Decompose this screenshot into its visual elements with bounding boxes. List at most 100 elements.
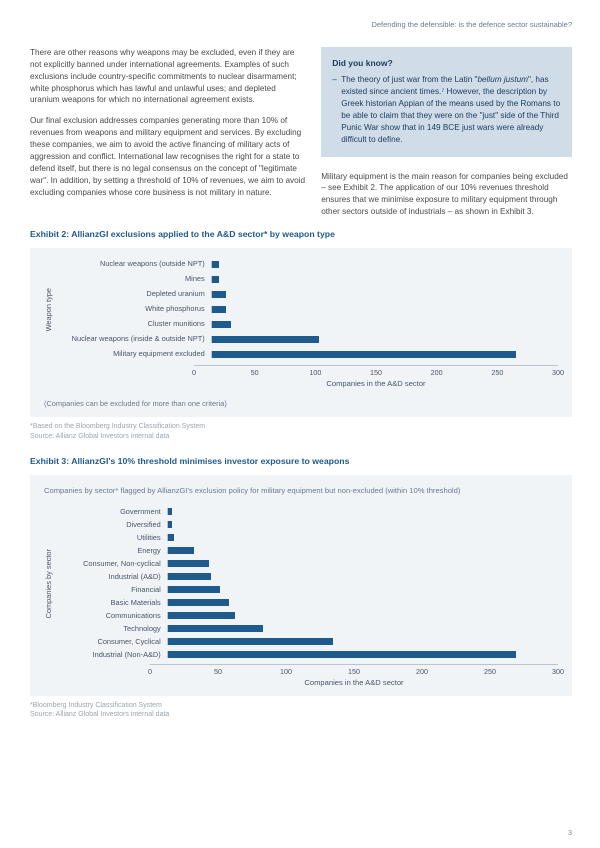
callout-item: The theory of just war from the Latin "b… [332,74,561,145]
bar-track [167,586,558,593]
bar [168,625,263,632]
x-tick: 200 [416,667,428,677]
bar-label: Consumer, Cyclical [61,637,167,648]
exhibit-2-title: Exhibit 2: AllianzGI exclusions applied … [30,228,572,241]
bar-track [167,612,558,619]
bar-track [211,336,558,343]
x-tick: 50 [214,667,222,677]
bar-label: Diversified [61,520,167,531]
x-tick: 100 [280,667,292,677]
x-tick: 200 [431,368,443,378]
exhibit-3-x-label: Companies in the A&D sector [150,677,558,688]
bar-track [167,599,558,606]
right-paragraph: Military equipment is the main reason fo… [321,171,572,219]
exhibit-2-chart: Weapon type Nuclear weapons (outside NPT… [30,248,572,418]
bar-row: Nuclear weapons (inside & outside NPT) [61,333,558,347]
bar [212,261,219,268]
bar-track [167,625,558,632]
bar [168,521,172,528]
did-you-know-callout: Did you know? The theory of just war fro… [321,47,572,157]
exhibit-3-title: Exhibit 3: AllianzGI's 10% threshold min… [30,455,572,468]
bar-label: Depleted uranium [61,289,211,300]
bar-track [211,291,558,298]
bar [212,321,232,328]
bar-label: Nuclear weapons (outside NPT) [61,259,211,270]
bar-row: Consumer, Cyclical [61,636,558,648]
right-column: Did you know? The theory of just war fro… [321,47,572,218]
exhibit-2-note: (Companies can be excluded for more than… [44,399,558,410]
bar-track [167,560,558,567]
bar-row: Industrial (Non-A&D) [61,649,558,661]
bar-row: Depleted uranium [61,288,558,302]
bar-row: Financial [61,584,558,596]
bar-label: Industrial (A&D) [61,572,167,583]
bar-label: White phosphorus [61,304,211,315]
page-number: 3 [568,828,572,838]
bar-track [167,638,558,645]
bar [168,599,229,606]
exhibit-2-x-axis: 050100150200250300 [194,365,558,376]
bar [168,651,517,658]
x-tick: 150 [348,667,360,677]
bar-label: Basic Materials [61,598,167,609]
bar-row: White phosphorus [61,303,558,317]
body-paragraph-2: Our final exclusion addresses companies … [30,115,307,198]
exhibit-3-bars: Government Diversified Utilities Energy Cons… [61,506,558,662]
bar-label: Cluster munitions [61,319,211,330]
exhibit-2-y-label: Weapon type [44,288,55,331]
bar-label: Utilities [61,533,167,544]
callout-text-pre: The theory of just war from the Latin " [341,75,477,84]
bar-row: Utilities [61,532,558,544]
bar-track [167,534,558,541]
exhibit-3-subtitle: Companies by sector* flagged by AllianzG… [44,485,558,496]
bar-row: Consumer, Non-cyclical [61,558,558,570]
bar [168,638,333,645]
bar-row: Cluster munitions [61,318,558,332]
bar-track [167,547,558,554]
bar-row: Industrial (A&D) [61,571,558,583]
bar [168,586,220,593]
bar-label: Energy [61,546,167,557]
bar [168,573,211,580]
bar [212,336,319,343]
bar-row: Mines [61,273,558,287]
exhibit-3-footnote-1: *Bloomberg Industry Classification Syste… [30,701,572,710]
left-column: There are other reasons why weapons may … [30,47,307,218]
bar-row: Nuclear weapons (outside NPT) [61,258,558,272]
exhibit-2-bars: Nuclear weapons (outside NPT) Mines Deplet… [61,258,558,363]
bar [168,560,210,567]
bar-track [167,508,558,515]
bar-track [211,276,558,283]
bar [168,534,175,541]
bar-track [211,306,558,313]
exhibit-3-chart: Companies by sector* flagged by AllianzG… [30,475,572,696]
exhibit-2-footnote-1: *Based on the Bloomberg Industry Classif… [30,422,572,431]
exhibit-2-footnote: *Based on the Bloomberg Industry Classif… [30,422,572,441]
bar [168,508,172,515]
bar-row: Diversified [61,519,558,531]
bar-label: Government [61,507,167,518]
x-tick: 300 [552,667,564,677]
bar-track [211,261,558,268]
callout-text-em: bellum justum [477,75,528,84]
bar-label: Industrial (Non-A&D) [61,650,167,661]
bar [212,351,517,358]
exhibit-3-footnote: *Bloomberg Industry Classification Syste… [30,701,572,720]
bar-row: Communications [61,610,558,622]
bar-track [167,651,558,658]
callout-text-post: ", has existed since ancient times.⁷ How… [341,75,560,143]
bar-label: Consumer, Non-cyclical [61,559,167,570]
bar-label: Nuclear weapons (inside & outside NPT) [61,334,211,345]
bar-track [167,573,558,580]
bar-label: Technology [61,624,167,635]
exhibit-2-x-label: Companies in the A&D sector [194,378,558,389]
bar-row: Basic Materials [61,597,558,609]
bar [168,612,236,619]
bar [212,306,226,313]
x-tick: 0 [148,667,152,677]
x-tick: 250 [484,667,496,677]
bar-row: Energy [61,545,558,557]
x-tick: 150 [370,368,382,378]
x-tick: 250 [491,368,503,378]
bar-row: Government [61,506,558,518]
